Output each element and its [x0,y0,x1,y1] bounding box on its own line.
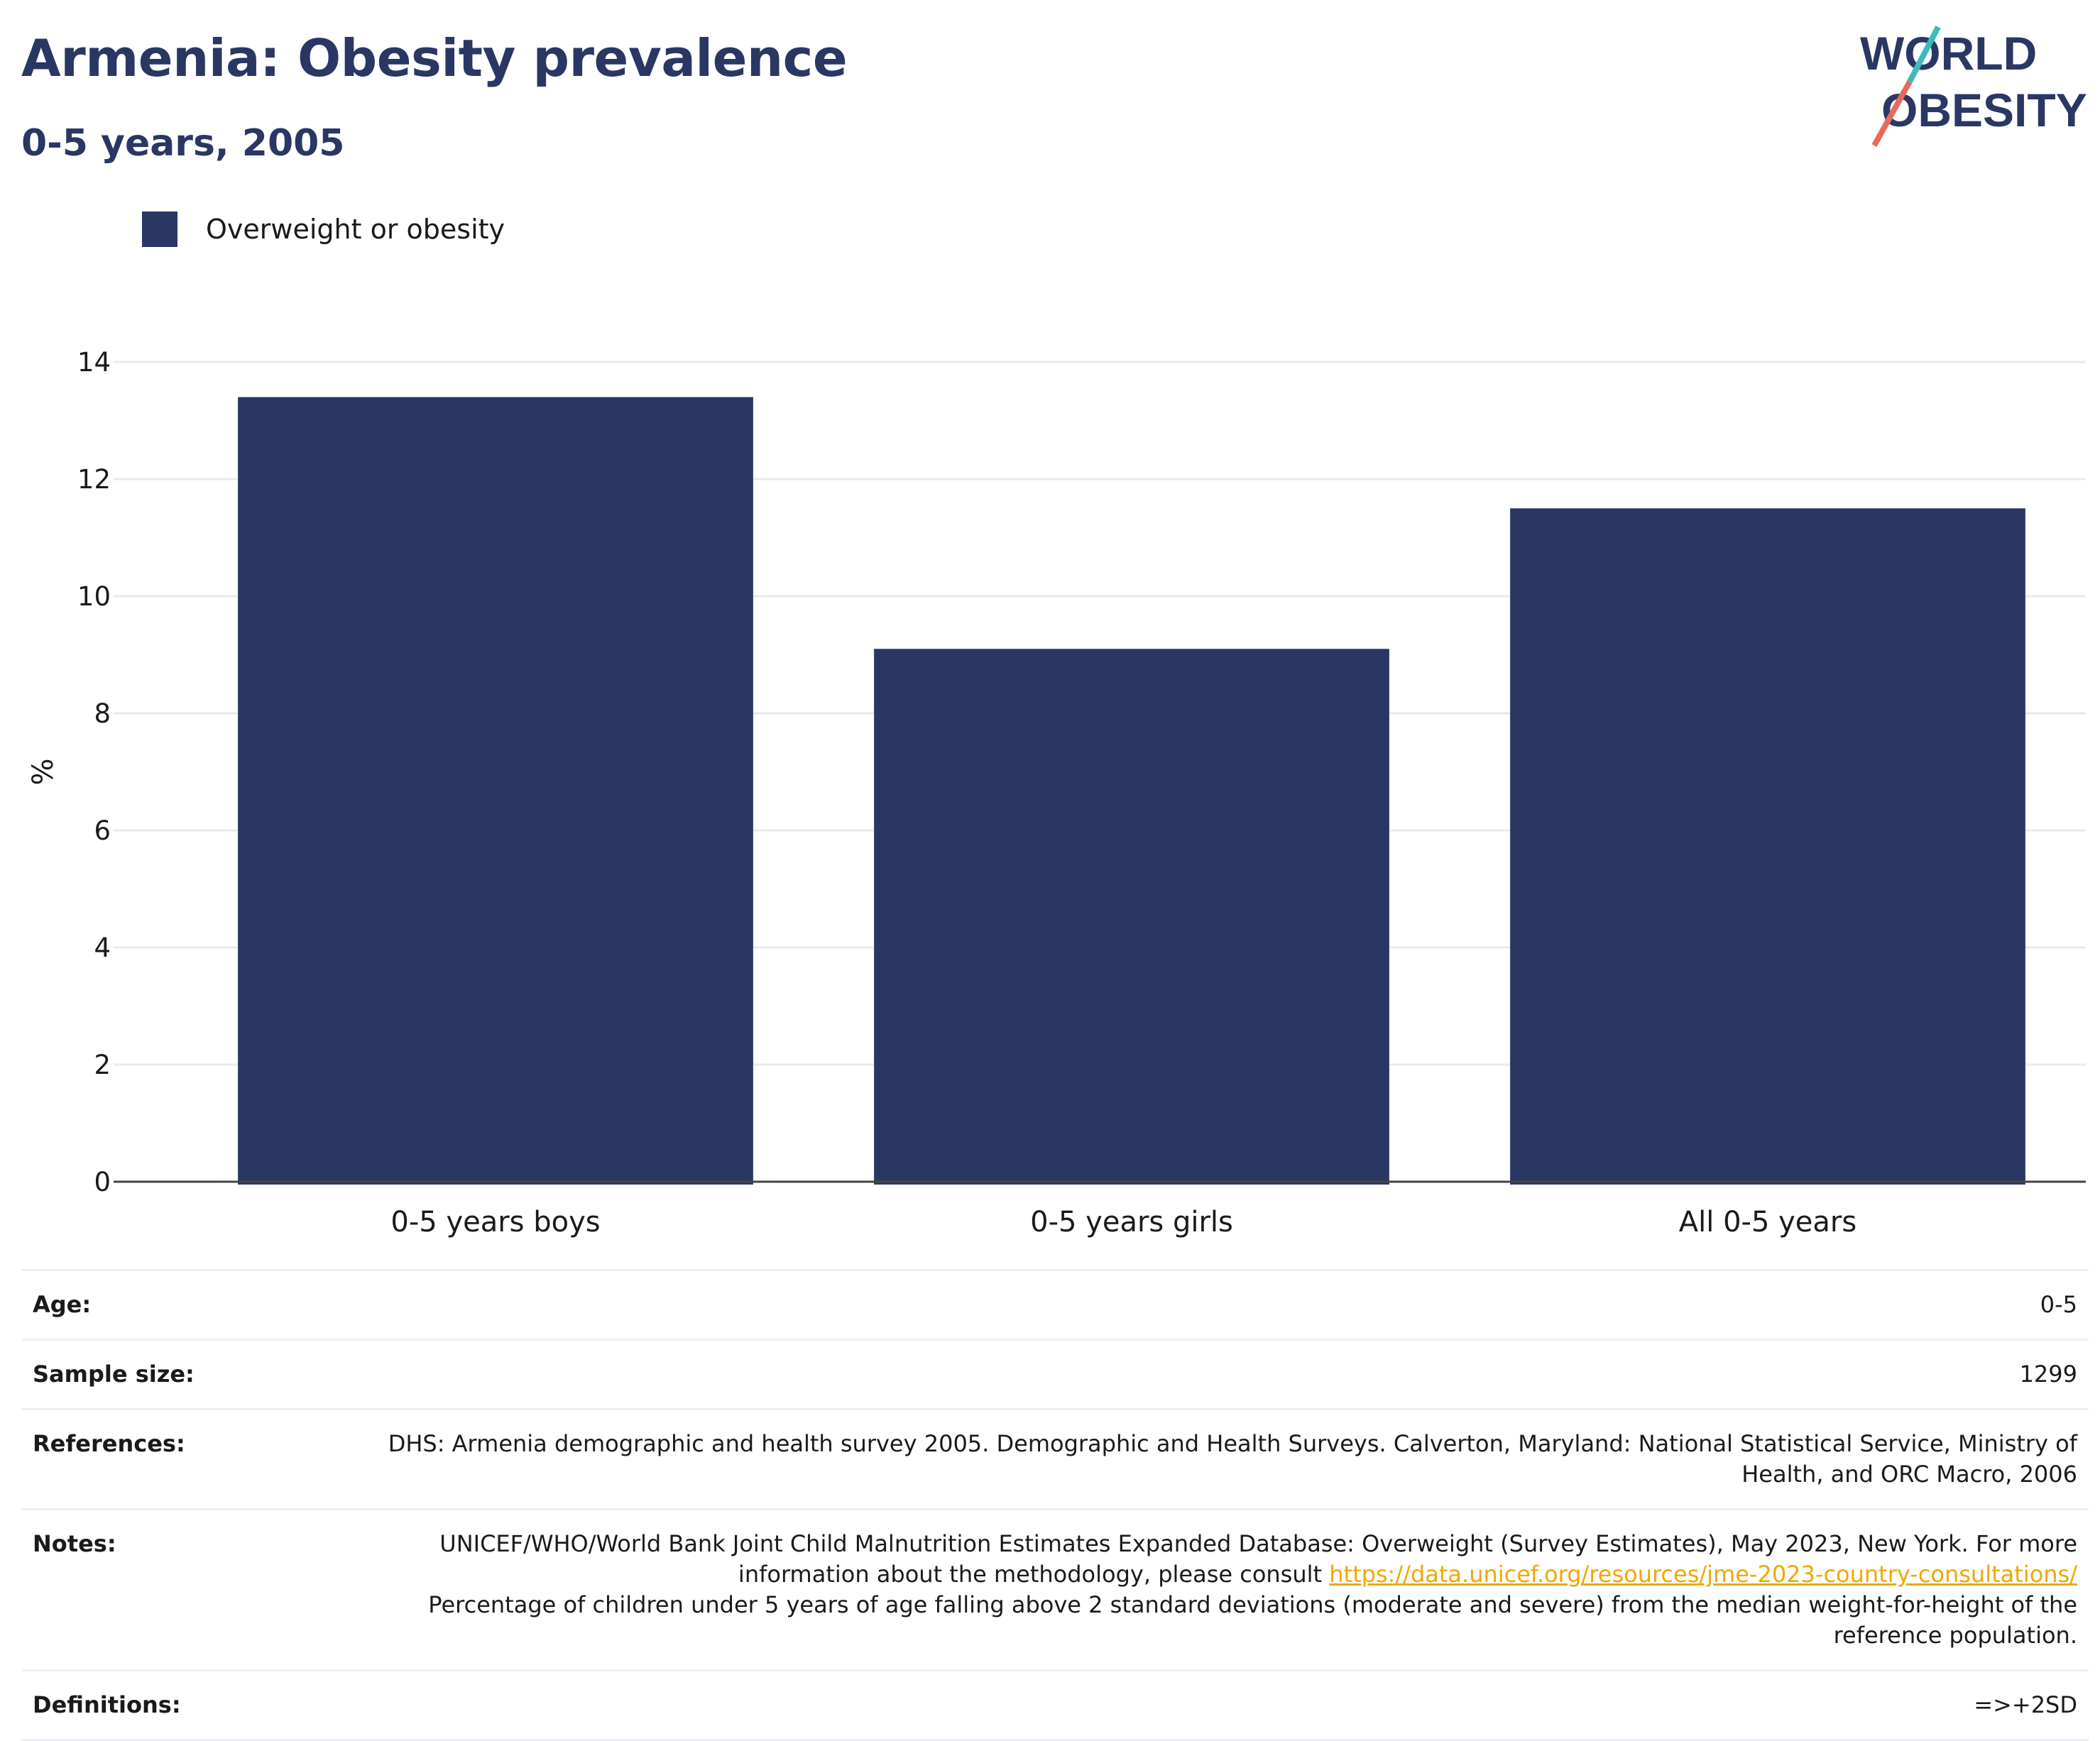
definitions-value: =>+2SD [1974,1691,2077,1718]
y-tick-label: 8 [94,698,111,729]
chart-subtitle: 0-5 years, 2005 [21,122,345,165]
notes-label: Notes: [33,1530,116,1557]
y-tick-label: 4 [94,933,111,963]
bar [1510,508,2025,1185]
references-value: DHS: Armenia demographic and health surv… [388,1430,2077,1488]
info-row-notes: Notes: UNICEF/WHO/World Bank Joint Child… [21,1508,2089,1669]
logo-word-obesity: OBESITY [1881,84,2087,136]
chart-title: Armenia: Obesity prevalence [21,28,848,88]
y-tick-label: 12 [77,464,111,495]
notes-text: UNICEF/WHO/World Bank Joint Child Malnut… [439,1530,2077,1588]
logo-slash-teal [1907,26,1941,83]
y-tick-label: 6 [94,815,111,846]
info-row-references: References: DHS: Armenia demographic and… [21,1408,2089,1508]
y-tick-label: 2 [94,1050,111,1080]
info-row-age: Age: 0-5 [21,1269,2089,1339]
x-tick-label: 0-5 years boys [390,1206,600,1239]
info-row-sample-size: Sample size: 1299 [21,1339,2089,1408]
bar [238,397,753,1185]
legend-swatch [142,212,177,247]
legend-label: Overweight or obesity [206,214,505,245]
info-table: Age: 0-5 Sample size: 1299 References: D… [21,1269,2089,1741]
bar-chart: 0 2 4 6 8 10 12 14 0-5 years boys 0-5 years girls… [27,347,2086,1239]
y-tick-label: 14 [77,347,111,378]
age-value: 0-5 [2040,1291,2077,1318]
logo-word-world: WORLD [1860,27,2037,79]
x-tick-label: All 0-5 years [1679,1206,1856,1239]
y-axis-label: % [27,758,60,785]
notes-definition-text: Percentage of children under 5 years of … [428,1591,2077,1649]
bar [874,649,1389,1185]
x-tick-label: 0-5 years girls [1030,1206,1233,1239]
chart-legend: Overweight or obesity [142,212,505,247]
notes-value: UNICEF/WHO/World Bank Joint Child Malnut… [317,1529,2077,1651]
age-label: Age: [33,1291,92,1318]
references-label: References: [33,1430,185,1457]
sample-size-label: Sample size: [33,1361,195,1388]
info-row-definitions: Definitions: =>+2SD [21,1669,2089,1741]
sample-size-value: 1299 [2019,1361,2077,1388]
notes-link[interactable]: https://data.unicef.org/resources/jme-20… [1329,1561,2077,1588]
y-tick-label: 10 [77,581,111,612]
definitions-label: Definitions: [33,1691,181,1718]
y-tick-label: 0 [94,1167,111,1197]
logo-slash-coral [1871,80,1913,147]
world-obesity-logo: WORLD OBESITY [1860,26,2087,147]
